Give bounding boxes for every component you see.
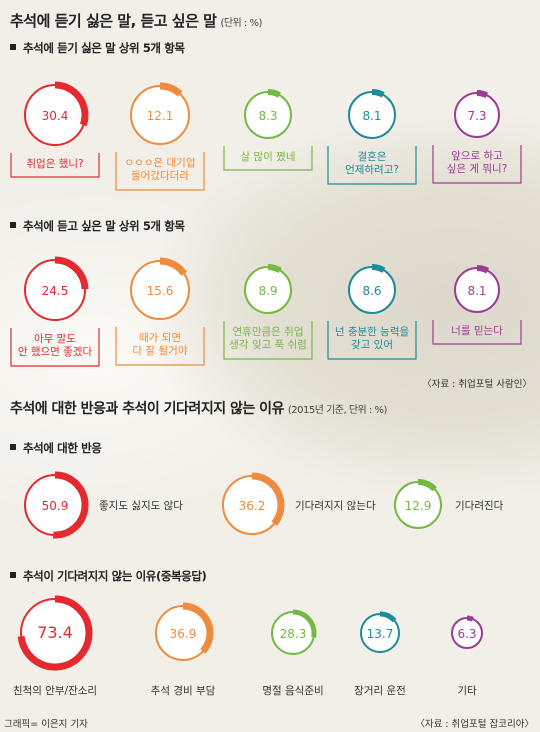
reaction-2-value-arc (417, 479, 437, 492)
section-title-4: 추석이 기다려지지 않는 이유(중복응답) (10, 568, 207, 584)
label-bracket (327, 146, 417, 185)
label-bracket (223, 146, 313, 171)
reason-3-value-arc (379, 611, 397, 623)
main-title: 추석에 듣기 싫은 말, 듣고 싶은 말 (단위 : %) (10, 10, 262, 31)
hear-not-4-label: 앞으로 하고 싶은 게 뭐니? (447, 149, 508, 175)
hear-want-4-value-label: 8.1 (467, 284, 486, 298)
reaction-0-label: 좋지도 싫지도 않다 (99, 500, 183, 512)
hear-not-0-label: 취업은 했니? (26, 157, 83, 170)
hear-not-3-label: 결혼은 언제하려고? (345, 150, 399, 176)
section-title-1: 추석에 듣기 싫은 말 상위 5개 항목 (10, 40, 185, 56)
reason-4-label: 기타 (457, 685, 477, 697)
source-saramin: 〈자료 : 취업포털 사람인〉 (422, 379, 532, 390)
hear-want-3-value-arc (371, 264, 386, 273)
graphic-credit: 그래픽= 이은지 기자 (4, 719, 88, 730)
hear-want-3-label: 넌 충분한 능력을 갖고 있어 (335, 326, 410, 351)
hear-not-2-value-arc (267, 89, 281, 98)
reason-2-label: 명절 음식준비 (262, 684, 323, 697)
reason-1-value-arc (182, 602, 214, 654)
label-bracket (10, 328, 100, 367)
reason-2-value-arc (292, 609, 317, 638)
hear-want-2-value-arc (267, 264, 282, 274)
hear-want-2-value-label: 8.9 (258, 284, 277, 298)
reason-3-label: 장거리 운전 (354, 685, 406, 697)
reaction-1-value-arc (251, 472, 285, 527)
hear-not-2-label: 살 많이 쪘네 (241, 151, 296, 163)
hear-not-1-value-label: 12.1 (147, 109, 174, 123)
reaction-1-label: 기다려지지 않는다 (295, 500, 376, 512)
reason-3-value-label: 13.7 (367, 627, 394, 641)
main-title-unit: (단위 : %) (220, 18, 262, 29)
reason-4-value-label: 6.3 (457, 627, 476, 641)
main-title-text: 추석에 듣기 싫은 말, 듣고 싶은 말 (10, 12, 217, 30)
hear-not-3-value-arc (371, 88, 385, 98)
label-bracket (432, 145, 522, 184)
hear-want-1-label: 때가 되면 다 잘 될거야 (133, 332, 188, 357)
reaction-1-value-label: 36.2 (239, 499, 266, 513)
label-bracket (115, 152, 205, 191)
reason-0-value-label: 73.4 (37, 623, 73, 642)
hear-want-0-value-arc (54, 256, 89, 290)
hear-want-4-value-arc (476, 265, 490, 274)
section-title-3: 추석에 대한 반응 (10, 440, 102, 456)
reason-0-label: 친척의 안부/잔소리 (13, 685, 97, 697)
reason-1-value-label: 36.9 (170, 627, 197, 641)
reaction-2-value-label: 12.9 (405, 499, 432, 513)
section-title-2: 추석에 듣고 싶은 말 상위 5개 항목 (10, 218, 185, 234)
reaction-0-value-arc (53, 471, 89, 539)
bullet-square (10, 222, 16, 228)
source-jobkorea: 〈자료 : 취업포털 잡코리아〉 (415, 719, 534, 730)
hear-not-1-value-arc (159, 82, 183, 97)
hear-want-0-label: 아무 말도 안 했으면 좋겠다 (18, 333, 93, 358)
reason-4-value-arc (466, 615, 474, 622)
reason-0-value-arc (17, 595, 93, 671)
reaction-0-value-label: 50.9 (42, 499, 69, 513)
reaction-2-label: 기다려진다 (455, 500, 504, 512)
hear-want-1-value-arc (159, 257, 187, 276)
label-bracket (327, 321, 417, 360)
hear-not-1-label: ㅇㅇㅇ은 대기업 들어갔다더라 (125, 156, 196, 182)
hear-want-3-value-label: 8.6 (362, 284, 381, 298)
hear-want-2-label: 연휴만큼은 취업 생각 잊고 푹 쉬렴 (229, 325, 307, 351)
bullet-square (10, 44, 16, 50)
section-title-main2: 추석에 대한 반응과 추석이 기다려지지 않는 이유 (2015년 기준, 단위 … (10, 401, 387, 417)
bullet-square (10, 444, 16, 450)
label-bracket (115, 327, 205, 366)
hear-not-3-value-label: 8.1 (362, 109, 381, 123)
hear-want-1-value-label: 15.6 (147, 284, 174, 298)
bullet-square (10, 572, 16, 578)
reason-1-label: 추석 경비 부담 (151, 684, 216, 697)
label-bracket (223, 321, 313, 360)
hear-want-0-value-label: 24.5 (42, 284, 69, 298)
reason-2-value-label: 28.3 (280, 627, 307, 641)
hear-not-2-value-label: 8.3 (258, 109, 277, 123)
hear-not-0-value-label: 30.4 (42, 109, 69, 123)
hear-not-4-value-arc (476, 89, 489, 99)
label-bracket (10, 153, 100, 178)
hear-want-4-label: 너를 믿는다 (451, 325, 503, 337)
label-bracket (432, 320, 522, 345)
hear-not-0-value-arc (54, 81, 89, 127)
hear-not-4-value-label: 7.3 (467, 109, 486, 123)
